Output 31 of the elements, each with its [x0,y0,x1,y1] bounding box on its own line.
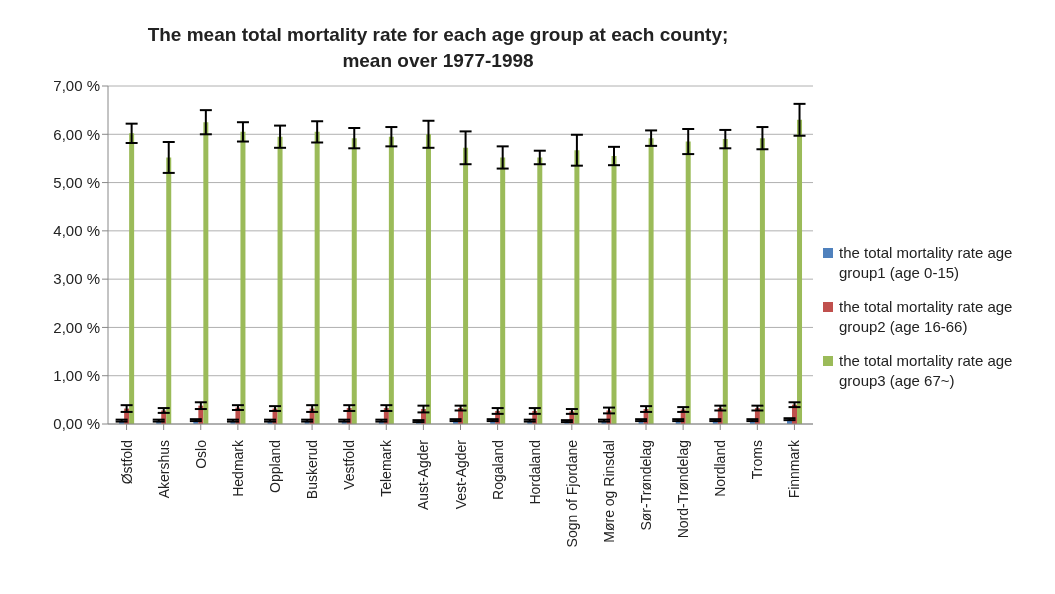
y-tick-label: 4,00 % [53,222,100,240]
x-tick-label: Østfold [118,440,135,485]
x-tick-label: Sogn of Fjordane [563,439,580,548]
x-tick-label: Rogaland [489,440,506,500]
y-tick-label: 0,00 % [53,415,100,433]
chart-title: The mean total mortality rate for each age group at each county; mean over 1977-1998 [146,23,730,73]
legend-label: the total mortality rate age group3 (age 67~) [839,351,1014,391]
x-tick-label: Aust-Agder [415,439,432,511]
x-tick-label: Akershus [155,440,172,499]
x-tick-label: Buskerud [304,440,321,500]
y-tick-label: 3,00 % [53,270,100,288]
y-tick-label: 2,00 % [53,318,100,336]
x-tick-label: Møre og Rinsdal [600,440,617,543]
y-tick-label: 6,00 % [53,125,100,143]
x-tick-label: Vestfold [341,440,358,490]
x-tick-label: Vest-Agder [452,439,469,510]
x-tick-label: Hedmark [229,439,246,497]
x-tick-label: Hordaland [526,440,543,505]
legend-label: the total mortality rate age group2 (age 16-66) [839,297,1014,337]
x-tick-label: Sør-Trøndelag [638,440,655,531]
x-tick-label: Telemark [378,439,395,497]
x-tick-label: Finnmark [786,439,803,499]
x-tick-label: Oppland [266,440,283,493]
x-tick-label: Troms [749,440,766,480]
x-tick-label: Nordland [712,440,729,497]
x-tick-label: Oslo [192,439,209,469]
x-tick-label: Nord-Trøndelag [675,440,692,539]
y-tick-label: 1,00 % [53,367,100,385]
y-tick-label: 7,00 % [53,77,100,95]
y-tick-label: 5,00 % [53,173,100,191]
legend-label: the total mortality rate age group1 (age 0-15) [839,243,1014,283]
